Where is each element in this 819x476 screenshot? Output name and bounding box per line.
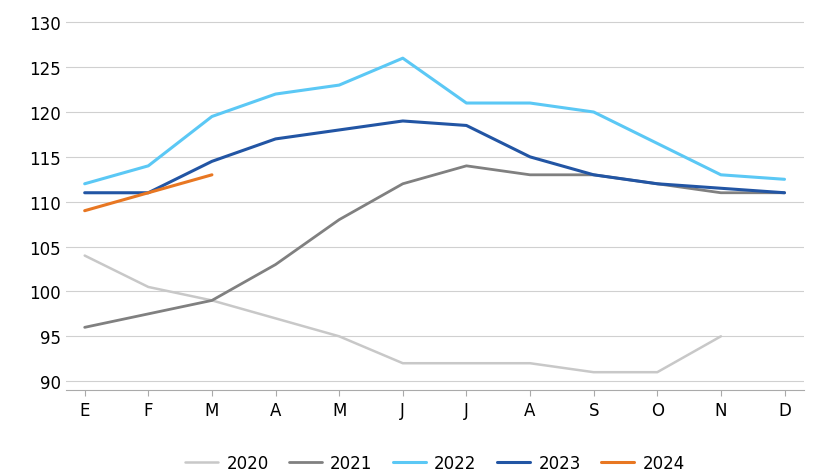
2021 <box>206 298 216 304</box>
2020 <box>715 334 725 339</box>
Line: 2021: 2021 <box>84 167 784 327</box>
2020 <box>143 285 153 290</box>
Line: 2022: 2022 <box>84 59 784 184</box>
2021 <box>143 311 153 317</box>
2020 <box>461 361 471 367</box>
2022 <box>143 164 153 169</box>
2020 <box>334 334 344 339</box>
2022 <box>334 83 344 89</box>
2021 <box>779 190 789 196</box>
2023 <box>79 190 89 196</box>
2021 <box>461 164 471 169</box>
2022 <box>461 101 471 107</box>
2023 <box>270 137 280 142</box>
2023 <box>334 128 344 134</box>
2022 <box>397 56 407 62</box>
2021 <box>652 181 662 187</box>
2020 <box>270 316 280 322</box>
2022 <box>79 181 89 187</box>
2021 <box>334 218 344 223</box>
2021 <box>270 262 280 268</box>
Line: 2020: 2020 <box>84 256 720 372</box>
2020 <box>397 361 407 367</box>
2023 <box>779 190 789 196</box>
Line: 2024: 2024 <box>84 176 211 211</box>
2023 <box>652 181 662 187</box>
2024 <box>206 173 216 178</box>
2023 <box>461 123 471 129</box>
2024 <box>143 190 153 196</box>
2020 <box>588 369 598 375</box>
2023 <box>397 119 407 125</box>
2021 <box>524 173 534 178</box>
2021 <box>715 190 725 196</box>
2021 <box>397 181 407 187</box>
2022 <box>779 177 789 183</box>
2022 <box>206 114 216 120</box>
2020 <box>79 253 89 259</box>
Line: 2023: 2023 <box>84 122 784 193</box>
2023 <box>588 173 598 178</box>
2022 <box>588 110 598 116</box>
2023 <box>143 190 153 196</box>
2023 <box>206 159 216 165</box>
2020 <box>524 361 534 367</box>
2022 <box>524 101 534 107</box>
2022 <box>270 92 280 98</box>
2020 <box>652 369 662 375</box>
2022 <box>652 141 662 147</box>
2021 <box>588 173 598 178</box>
2023 <box>715 186 725 192</box>
2020 <box>206 298 216 304</box>
2021 <box>79 325 89 330</box>
Legend: 2020, 2021, 2022, 2023, 2024: 2020, 2021, 2022, 2023, 2024 <box>178 447 690 476</box>
2022 <box>715 173 725 178</box>
2024 <box>79 208 89 214</box>
2023 <box>524 155 534 160</box>
